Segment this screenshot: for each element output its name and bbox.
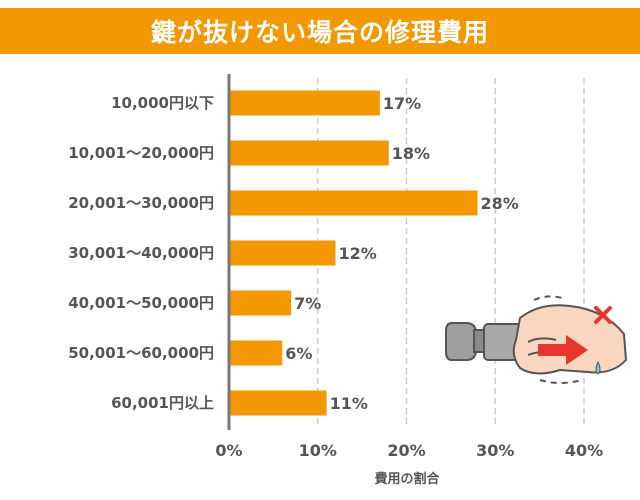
category-label: 10,001～20,000円 bbox=[68, 144, 214, 162]
value-labels: 17% 18% 28% 12% 7% 6% 11% bbox=[285, 94, 519, 413]
chart-title: 鍵が抜けない場合の修理費用 bbox=[150, 18, 489, 47]
bar bbox=[229, 340, 283, 366]
title-bar: 鍵が抜けない場合の修理費用 bbox=[0, 8, 640, 54]
category-label: 30,001～40,000円 bbox=[68, 244, 214, 262]
value-label: 7% bbox=[294, 294, 321, 313]
value-label: 12% bbox=[339, 244, 377, 263]
x-tick-label: 30% bbox=[476, 441, 514, 460]
value-label: 28% bbox=[481, 194, 519, 213]
x-tick-label: 0% bbox=[215, 441, 242, 460]
value-label: 18% bbox=[392, 144, 430, 163]
x-tick-label: 40% bbox=[565, 441, 603, 460]
category-label: 60,001円以上 bbox=[111, 394, 214, 412]
value-label: 17% bbox=[383, 94, 421, 113]
bar bbox=[229, 290, 292, 316]
value-label: 11% bbox=[330, 394, 368, 413]
x-tick-label: 20% bbox=[387, 441, 425, 460]
x-tick-label: 10% bbox=[299, 441, 337, 460]
x-tick-labels: 0% 10% 20% 30% 40% bbox=[215, 441, 603, 460]
category-label: 20,001～30,000円 bbox=[68, 194, 214, 212]
red-cross-icon bbox=[594, 306, 612, 324]
bar bbox=[229, 90, 380, 116]
category-label: 50,001～60,000円 bbox=[68, 344, 214, 362]
bars bbox=[229, 90, 478, 416]
bar bbox=[229, 240, 336, 266]
category-labels: 10,000円以下 10,001～20,000円 20,001～30,000円 30,… bbox=[68, 94, 214, 412]
category-label: 40,001～50,000円 bbox=[68, 294, 214, 312]
bar bbox=[229, 140, 389, 166]
bar bbox=[229, 390, 327, 416]
x-axis-label: 費用の割合 bbox=[374, 471, 440, 487]
category-label: 10,000円以下 bbox=[111, 94, 214, 112]
bar bbox=[229, 190, 478, 216]
value-label: 6% bbox=[285, 344, 312, 363]
